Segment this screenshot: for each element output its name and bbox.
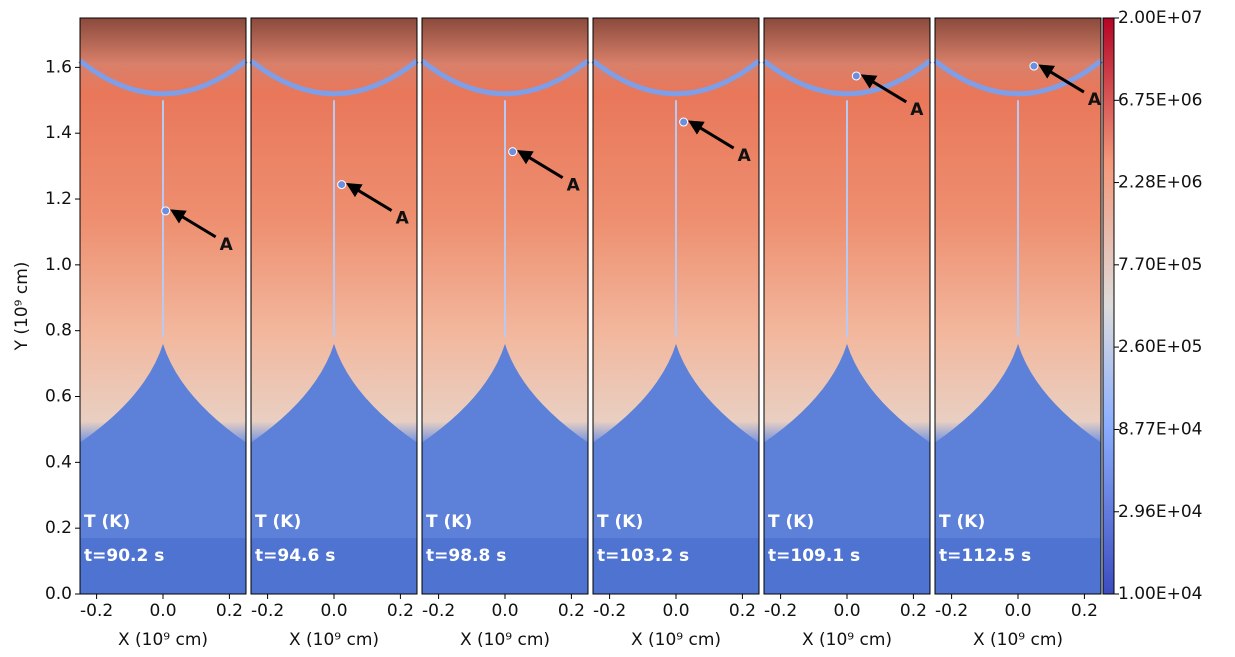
annotation-text: A [396, 209, 410, 229]
annotation-text: A [738, 146, 752, 166]
colorbar-tick-label: 2.96E+04 [1118, 502, 1202, 522]
colorbar-tick-label: 2.28E+06 [1118, 173, 1202, 193]
top-dome [762, 58, 932, 97]
cold-cone [593, 343, 759, 594]
y-tick-label: 0.6 [45, 387, 72, 407]
x-tick-label: 0.2 [216, 601, 243, 621]
cold-cone [80, 343, 246, 594]
annotation-arrow [1038, 64, 1085, 94]
x-tick-label: 0.2 [558, 601, 585, 621]
y-tick-label: 1.0 [45, 255, 72, 275]
x-axis-label: X (10⁹ cm) [973, 630, 1063, 650]
blob [161, 206, 171, 216]
x-tick-label: -0.2 [593, 601, 626, 621]
x-tick-label: 0.2 [1071, 601, 1098, 621]
top-dome [249, 58, 419, 97]
x-tick-label: 0.2 [729, 601, 756, 621]
quantity-label: T (K) [597, 512, 643, 532]
annotation-text: A [1088, 90, 1102, 110]
colorbar-tick-label: 6.75E+06 [1118, 90, 1202, 110]
x-tick-label: -0.2 [935, 601, 968, 621]
annotation-text: A [910, 100, 924, 120]
annotation-arrow [170, 209, 217, 239]
time-label: t=90.2 s [84, 546, 164, 566]
x-axis-label: X (10⁹ cm) [460, 630, 550, 650]
blob [508, 147, 518, 157]
colorbar [1102, 17, 1115, 595]
time-label: t=109.1 s [768, 546, 860, 566]
colorbar-tick-label: 2.00E+07 [1118, 8, 1202, 28]
y-axis-label: Y (10⁹ cm) [12, 262, 32, 352]
annotation-arrow [346, 183, 393, 212]
x-tick-label: 0.2 [900, 601, 927, 621]
y-tick-label: 1.6 [45, 57, 72, 77]
x-tick-label: -0.2 [764, 601, 797, 621]
x-axis-label: X (10⁹ cm) [802, 630, 892, 650]
base-strip [764, 538, 930, 594]
blob [337, 180, 347, 190]
x-tick-label: 0.0 [1004, 601, 1031, 621]
y-tick-label: 1.2 [45, 189, 72, 209]
x-axis-label: X (10⁹ cm) [289, 630, 379, 650]
time-label: t=103.2 s [597, 546, 689, 566]
time-label: t=112.5 s [939, 546, 1031, 566]
quantity-label: T (K) [939, 512, 985, 532]
y-tick-label: 0.0 [45, 584, 72, 604]
y-tick-label: 0.4 [45, 452, 72, 472]
blob [1029, 61, 1039, 71]
top-dome [420, 58, 590, 97]
annotation-text: A [220, 235, 234, 255]
time-label: t=98.8 s [426, 546, 506, 566]
top-dome [78, 58, 248, 97]
x-tick-label: -0.2 [80, 601, 113, 621]
x-tick-label: -0.2 [251, 601, 284, 621]
x-tick-label: 0.2 [387, 601, 414, 621]
y-tick-label: 0.2 [45, 518, 72, 538]
colorbar-tick-label: 2.60E+05 [1118, 337, 1202, 357]
colorbar-tick-label: 8.77E+04 [1118, 419, 1202, 439]
quantity-label: T (K) [84, 512, 130, 532]
x-axis-label: X (10⁹ cm) [118, 630, 208, 650]
annotation-text: A [567, 176, 581, 196]
time-label: t=94.6 s [255, 546, 335, 566]
x-tick-label: -0.2 [422, 601, 455, 621]
annotation-arrow [688, 120, 735, 150]
quantity-label: T (K) [768, 512, 814, 532]
top-dome [933, 58, 1103, 97]
x-tick-label: 0.0 [491, 601, 518, 621]
x-tick-label: 0.0 [833, 601, 860, 621]
cold-cone [935, 343, 1101, 594]
x-tick-label: 0.0 [149, 601, 176, 621]
annotation-arrow [860, 74, 908, 104]
colorbar-tick-label: 7.70E+05 [1118, 255, 1202, 275]
annotation-arrow [517, 150, 564, 179]
base-strip [935, 538, 1101, 594]
quantity-label: T (K) [426, 512, 472, 532]
x-axis-label: X (10⁹ cm) [631, 630, 721, 650]
y-tick-label: 1.4 [45, 123, 72, 143]
y-tick-label: 0.8 [45, 321, 72, 341]
x-tick-label: 0.0 [662, 601, 689, 621]
base-strip [593, 538, 759, 594]
colorbar-tick-label: 1.00E+04 [1118, 584, 1202, 604]
base-strip [422, 538, 588, 594]
blob [851, 71, 861, 81]
cold-cone [251, 343, 417, 594]
blob [679, 117, 689, 127]
top-dome [591, 58, 761, 97]
cold-cone [764, 343, 930, 594]
cold-cone [422, 343, 588, 594]
quantity-label: T (K) [255, 512, 301, 532]
x-tick-label: 0.0 [320, 601, 347, 621]
base-strip [251, 538, 417, 594]
base-strip [80, 538, 246, 594]
